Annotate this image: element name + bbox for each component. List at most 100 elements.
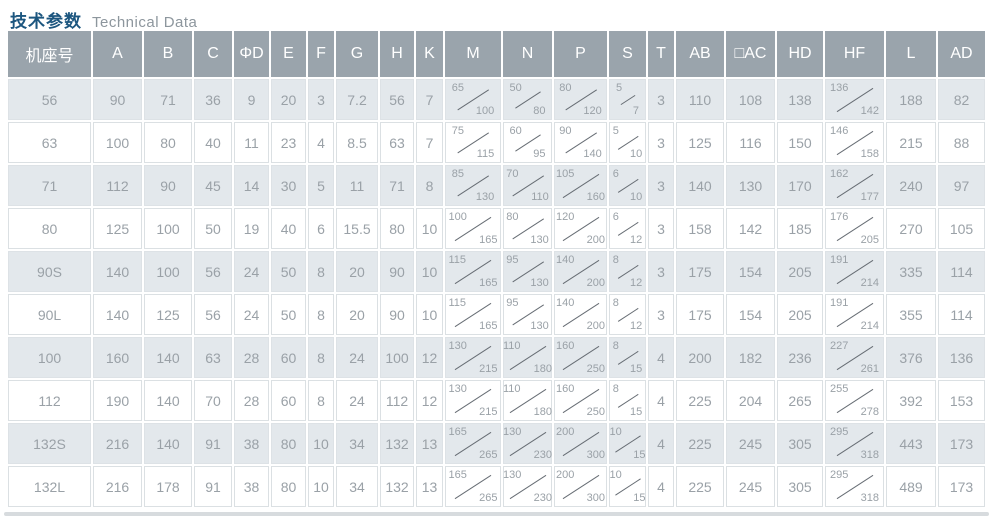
table-cell: 140 [93, 251, 142, 292]
fraction-value: 110 180 [503, 339, 552, 375]
table-cell: 255 278 [825, 380, 884, 421]
table-cell: 24 [336, 380, 378, 421]
table-cell: 245 [726, 466, 775, 507]
table-cell: 24 [234, 294, 269, 335]
fraction-value: 165 265 [448, 468, 498, 504]
table-cell: 24 [336, 337, 378, 378]
table-cell: 236 [777, 337, 823, 378]
row-label: 90L [8, 294, 91, 335]
table-cell: 50 [271, 294, 306, 335]
table-cell: 30 [271, 165, 306, 206]
table-header-row: 机座号 A B C ΦD E F G H K M N P S T AB □AC HD HF L AD [8, 31, 985, 77]
row-label: 132L [8, 466, 91, 507]
row-label: 80 [8, 208, 91, 249]
table-cell: 140 [144, 423, 192, 464]
table-cell: 204 [726, 380, 775, 421]
table-cell: 376 [886, 337, 936, 378]
table-cell: 165 265 [445, 423, 501, 464]
table-cell: 130 215 [445, 380, 501, 421]
table-cell: 90 [380, 251, 414, 292]
table-cell: 173 [938, 466, 985, 507]
fraction-value: 255 278 [830, 382, 879, 418]
table-cell: 240 [886, 165, 936, 206]
column-header-φd: ΦD [234, 31, 269, 77]
column-header-hd: HD [777, 31, 823, 77]
table-cell: 14 [234, 165, 269, 206]
fraction-value: 110 180 [503, 382, 552, 418]
fraction-value: 105 160 [556, 167, 605, 203]
table-cell: 200 [676, 337, 724, 378]
table-cell: 335 [886, 251, 936, 292]
table-row-90s: 90S 140 100 56 24 50 8 20 90 10 115 165 95 130 140 200 8… [8, 251, 985, 292]
table-cell: 90 [93, 79, 142, 120]
table-cell: 443 [886, 423, 936, 464]
table-row-90l: 90L 140 125 56 24 50 8 20 90 10 115 165 95 130 140 200 8… [8, 294, 985, 335]
table-cell: 90 [144, 165, 192, 206]
fraction-value: 115 165 [448, 253, 498, 289]
table-cell: 71 [380, 165, 414, 206]
table-cell: 90 140 [554, 122, 607, 163]
table-cell: 150 [777, 122, 823, 163]
column-header-ad: AD [938, 31, 985, 77]
table-cell: 3 [648, 251, 674, 292]
fraction-value: 5 10 [612, 124, 643, 160]
fraction-value: 130 215 [448, 382, 498, 418]
table-cell: 97 [938, 165, 985, 206]
column-header-f: F [308, 31, 334, 77]
table-cell: 56 [194, 251, 232, 292]
page-title-zh: 技术参数 [10, 12, 82, 31]
table-cell: 270 [886, 208, 936, 249]
table-cell: 91 [194, 466, 232, 507]
table-cell: 7.2 [336, 79, 378, 120]
table-cell: 88 [938, 122, 985, 163]
table-cell: 6 [308, 208, 334, 249]
table-cell: 130 230 [503, 466, 552, 507]
row-label: 63 [8, 122, 91, 163]
table-cell: 8 12 [609, 251, 646, 292]
fraction-value: 295 318 [830, 425, 879, 461]
column-header-ab: AB [676, 31, 724, 77]
table-cell: 36 [194, 79, 232, 120]
fraction-value: 191 214 [830, 296, 879, 332]
table-cell: 225 [676, 423, 724, 464]
column-header-□ac: □AC [726, 31, 775, 77]
table-cell: 3 [648, 122, 674, 163]
table-cell: 4 [648, 380, 674, 421]
table-cell: 10 [308, 423, 334, 464]
table-cell: 140 [144, 380, 192, 421]
column-header-n: N [503, 31, 552, 77]
table-cell: 10 [416, 251, 443, 292]
table-cell: 34 [336, 466, 378, 507]
table-cell: 60 [271, 337, 306, 378]
table-cell: 205 [777, 294, 823, 335]
bottom-divider [4, 512, 989, 516]
table-cell: 13 [416, 466, 443, 507]
column-header-k: K [416, 31, 443, 77]
fraction-value: 90 140 [559, 124, 602, 160]
fraction-value: 200 300 [556, 468, 605, 504]
table-cell: 28 [234, 337, 269, 378]
table-cell: 11 [234, 122, 269, 163]
fraction-value: 6 10 [612, 167, 643, 203]
table-cell: 188 [886, 79, 936, 120]
table-cell: 178 [144, 466, 192, 507]
table-cell: 60 [271, 380, 306, 421]
row-label: 71 [8, 165, 91, 206]
fraction-value: 191 214 [830, 253, 879, 289]
table-cell: 125 [676, 122, 724, 163]
table-cell: 20 [336, 294, 378, 335]
table-cell: 142 [726, 208, 775, 249]
table-cell: 10 [308, 466, 334, 507]
table-cell: 136 [938, 337, 985, 378]
table-cell: 10 15 [609, 466, 646, 507]
table-cell: 140 [144, 337, 192, 378]
table-cell: 56 [380, 79, 414, 120]
row-label: 56 [8, 79, 91, 120]
table-cell: 132 [380, 423, 414, 464]
table-cell: 20 [271, 79, 306, 120]
table-cell: 13 [416, 423, 443, 464]
table-cell: 305 [777, 466, 823, 507]
table-cell: 200 300 [554, 466, 607, 507]
table-cell: 80 [144, 122, 192, 163]
